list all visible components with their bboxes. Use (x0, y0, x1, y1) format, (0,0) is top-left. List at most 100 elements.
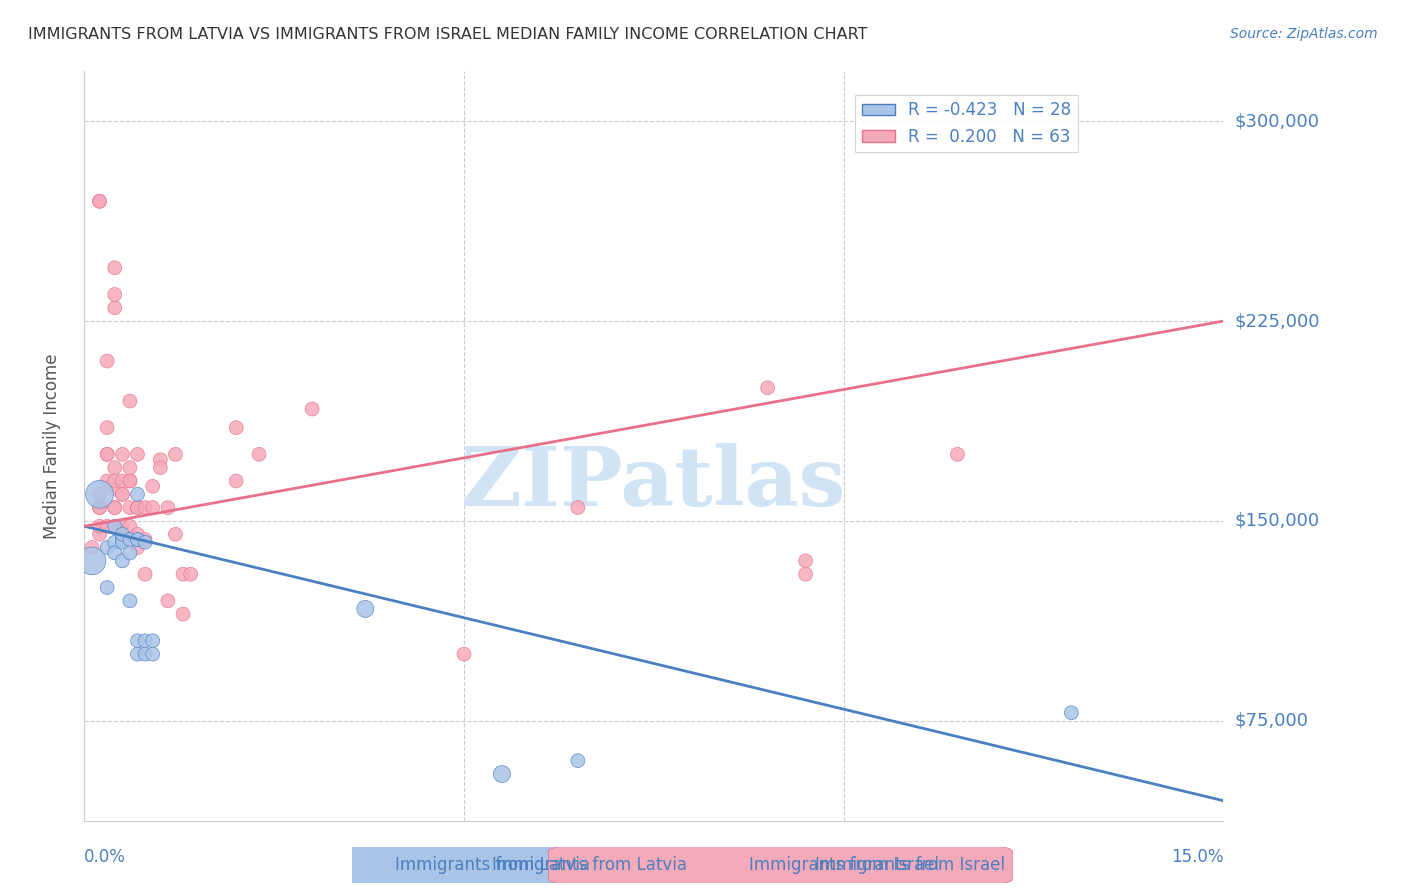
Point (111, 519, 134, 533)
Point (96, 519, 118, 533)
Point (118, 533, 141, 547)
Point (104, 474, 127, 488)
Point (127, 500, 149, 515)
FancyBboxPatch shape (225, 840, 689, 890)
Point (96, 474, 118, 488)
Text: Immigrants from Latvia: Immigrants from Latvia (492, 856, 688, 874)
Point (756, 381, 779, 395)
Point (134, 535, 156, 549)
Point (111, 474, 134, 488)
Point (127, 527, 149, 541)
Point (96, 447, 118, 461)
Text: 0.0%: 0.0% (84, 848, 127, 866)
Point (142, 479, 165, 493)
Point (111, 487, 134, 501)
Point (301, 402, 323, 417)
Point (149, 460, 172, 475)
Point (127, 533, 149, 547)
Point (172, 607, 194, 622)
Point (104, 500, 127, 515)
Point (794, 567, 817, 582)
Text: $300,000: $300,000 (1234, 112, 1319, 130)
Point (96, 541, 118, 555)
Point (127, 633, 149, 648)
Point (156, 594, 179, 608)
Point (118, 460, 141, 475)
Point (89, 527, 111, 541)
Point (247, 447, 270, 461)
Point (96, 581, 118, 595)
Y-axis label: Median Family Income: Median Family Income (42, 353, 60, 539)
Point (104, 260, 127, 275)
Point (180, 567, 202, 582)
Point (134, 647, 156, 661)
Point (491, 767, 513, 781)
Point (127, 447, 149, 461)
Point (142, 500, 165, 515)
Point (127, 533, 149, 547)
Text: $225,000: $225,000 (1234, 312, 1320, 330)
Point (80, 554, 103, 568)
Point (156, 500, 179, 515)
Point (118, 500, 141, 515)
Point (354, 602, 377, 616)
Point (104, 301, 127, 315)
Point (104, 482, 127, 496)
Point (134, 533, 156, 547)
Point (172, 567, 194, 582)
Point (89, 194, 111, 209)
Point (104, 519, 127, 533)
Text: Source: ZipAtlas.com: Source: ZipAtlas.com (1230, 27, 1378, 41)
Point (96, 447, 118, 461)
Point (89, 487, 111, 501)
Text: $75,000: $75,000 (1234, 712, 1309, 730)
Point (127, 487, 149, 501)
Text: Immigrants from Israel: Immigrants from Israel (815, 856, 1005, 874)
Point (453, 647, 475, 661)
Point (118, 519, 141, 533)
Point (225, 474, 247, 488)
Point (567, 754, 589, 768)
Point (118, 594, 141, 608)
Point (165, 447, 187, 461)
Point (111, 535, 134, 549)
Point (567, 500, 589, 515)
Text: 15.0%: 15.0% (1171, 848, 1223, 866)
Point (134, 500, 156, 515)
Point (96, 354, 118, 368)
Point (794, 554, 817, 568)
Point (127, 500, 149, 515)
Point (165, 527, 187, 541)
Point (111, 554, 134, 568)
Text: IMMIGRANTS FROM LATVIA VS IMMIGRANTS FROM ISRAEL MEDIAN FAMILY INCOME CORRELATIO: IMMIGRANTS FROM LATVIA VS IMMIGRANTS FRO… (28, 27, 868, 42)
FancyBboxPatch shape (548, 840, 1012, 890)
Point (142, 647, 165, 661)
Point (118, 474, 141, 488)
Point (111, 533, 134, 547)
Text: ZIPatlas: ZIPatlas (461, 443, 846, 524)
Legend: R = -0.423   N = 28, R =  0.200   N = 63: R = -0.423 N = 28, R = 0.200 N = 63 (855, 95, 1078, 153)
Point (127, 541, 149, 555)
Point (104, 500, 127, 515)
Point (89, 487, 111, 501)
Point (1060, 706, 1083, 720)
Point (111, 447, 134, 461)
Text: Immigrants from Israel: Immigrants from Israel (748, 856, 939, 874)
Point (104, 460, 127, 475)
Point (89, 500, 111, 515)
Point (134, 567, 156, 582)
Point (134, 633, 156, 648)
Point (111, 487, 134, 501)
Point (946, 447, 969, 461)
Point (104, 287, 127, 301)
Point (80, 541, 103, 555)
Point (89, 519, 111, 533)
Point (149, 452, 172, 467)
Point (142, 633, 165, 648)
Point (104, 535, 127, 549)
Point (104, 546, 127, 560)
Point (89, 194, 111, 209)
Point (89, 500, 111, 515)
Point (96, 420, 118, 434)
Point (225, 420, 247, 434)
